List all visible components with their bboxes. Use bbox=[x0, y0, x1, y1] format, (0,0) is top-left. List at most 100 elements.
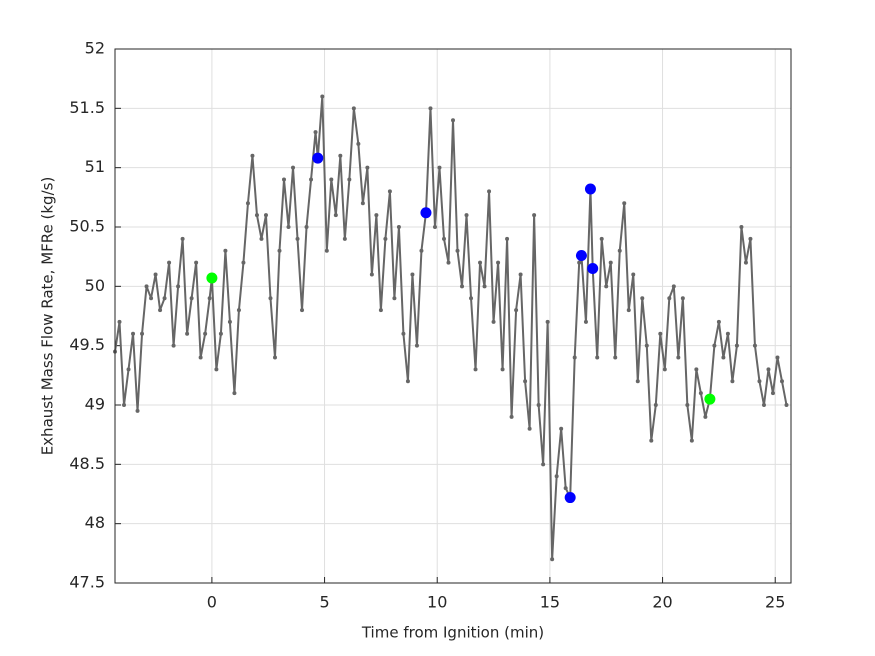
highlight-point bbox=[575, 249, 587, 261]
point bbox=[640, 296, 645, 301]
point bbox=[180, 236, 185, 241]
point bbox=[631, 272, 636, 277]
point bbox=[140, 331, 145, 336]
point bbox=[662, 367, 667, 372]
highlight-point bbox=[704, 393, 716, 405]
point bbox=[268, 296, 273, 301]
point bbox=[527, 426, 532, 431]
point bbox=[523, 379, 528, 384]
point bbox=[559, 426, 564, 431]
point bbox=[263, 213, 268, 218]
point bbox=[464, 213, 469, 218]
point bbox=[482, 284, 487, 289]
point bbox=[604, 284, 609, 289]
point bbox=[658, 331, 663, 336]
x-axis-label: Time from Ignition (min) bbox=[361, 624, 544, 642]
point bbox=[635, 379, 640, 384]
y-tick-label: 48.5 bbox=[69, 454, 105, 473]
x-tick-label: 20 bbox=[652, 593, 672, 612]
point bbox=[577, 260, 582, 265]
point bbox=[207, 296, 212, 301]
point bbox=[743, 260, 748, 265]
point bbox=[721, 355, 726, 360]
point bbox=[608, 260, 613, 265]
point bbox=[392, 296, 397, 301]
point bbox=[171, 343, 176, 348]
point bbox=[250, 153, 255, 158]
y-tick-label: 50.5 bbox=[69, 217, 105, 236]
point bbox=[694, 367, 699, 372]
point bbox=[313, 130, 318, 135]
point bbox=[324, 248, 329, 253]
point bbox=[333, 213, 338, 218]
point bbox=[437, 165, 442, 170]
x-tick-label: 25 bbox=[765, 593, 785, 612]
y-tick-label: 51 bbox=[85, 157, 105, 176]
point bbox=[428, 106, 433, 111]
point bbox=[360, 201, 365, 206]
point bbox=[185, 331, 190, 336]
point bbox=[730, 379, 735, 384]
y-tick-label: 47.5 bbox=[69, 573, 105, 592]
point bbox=[703, 414, 708, 419]
point bbox=[369, 272, 374, 277]
highlight-point bbox=[312, 152, 324, 164]
point bbox=[396, 225, 401, 229]
point bbox=[451, 118, 455, 123]
point bbox=[626, 308, 631, 313]
point bbox=[203, 331, 208, 336]
point bbox=[455, 248, 460, 253]
point bbox=[158, 308, 163, 313]
point bbox=[563, 486, 568, 491]
point bbox=[536, 403, 541, 407]
point bbox=[473, 367, 478, 372]
point bbox=[509, 414, 514, 419]
point bbox=[757, 379, 762, 384]
point bbox=[365, 165, 370, 170]
point bbox=[414, 343, 419, 348]
point bbox=[320, 94, 325, 99]
point bbox=[410, 272, 415, 277]
x-tick-label: 10 bbox=[427, 593, 447, 612]
point bbox=[460, 284, 465, 289]
point bbox=[401, 331, 406, 336]
point bbox=[469, 296, 474, 301]
point bbox=[752, 343, 757, 348]
point bbox=[218, 331, 223, 336]
data bbox=[113, 94, 789, 562]
point bbox=[122, 403, 127, 407]
point bbox=[644, 343, 649, 348]
point bbox=[671, 284, 676, 289]
point bbox=[405, 379, 410, 384]
point bbox=[126, 367, 131, 372]
point bbox=[135, 408, 140, 413]
y-tick-label: 49.5 bbox=[69, 335, 105, 354]
point bbox=[505, 236, 510, 241]
point bbox=[241, 260, 246, 265]
point bbox=[259, 236, 264, 241]
point bbox=[117, 319, 122, 324]
point bbox=[329, 177, 334, 182]
point bbox=[739, 225, 744, 229]
point bbox=[374, 213, 379, 218]
y-axis-label: Exhaust Mass Flow Rate, MFRe (kg/s) bbox=[39, 177, 57, 456]
point bbox=[784, 403, 789, 407]
point bbox=[496, 260, 501, 265]
point bbox=[351, 106, 356, 111]
point bbox=[734, 343, 739, 348]
point bbox=[583, 319, 588, 324]
x-tick-label: 5 bbox=[319, 593, 329, 612]
point bbox=[254, 213, 259, 218]
point bbox=[295, 236, 300, 241]
point bbox=[383, 236, 388, 241]
point bbox=[227, 319, 232, 324]
point bbox=[478, 260, 483, 265]
point bbox=[698, 391, 703, 396]
point bbox=[300, 308, 305, 313]
y-tick-label: 52 bbox=[85, 39, 105, 58]
point bbox=[595, 355, 600, 360]
point bbox=[766, 367, 771, 372]
y-tick-label: 49 bbox=[85, 395, 105, 414]
point bbox=[282, 177, 286, 182]
